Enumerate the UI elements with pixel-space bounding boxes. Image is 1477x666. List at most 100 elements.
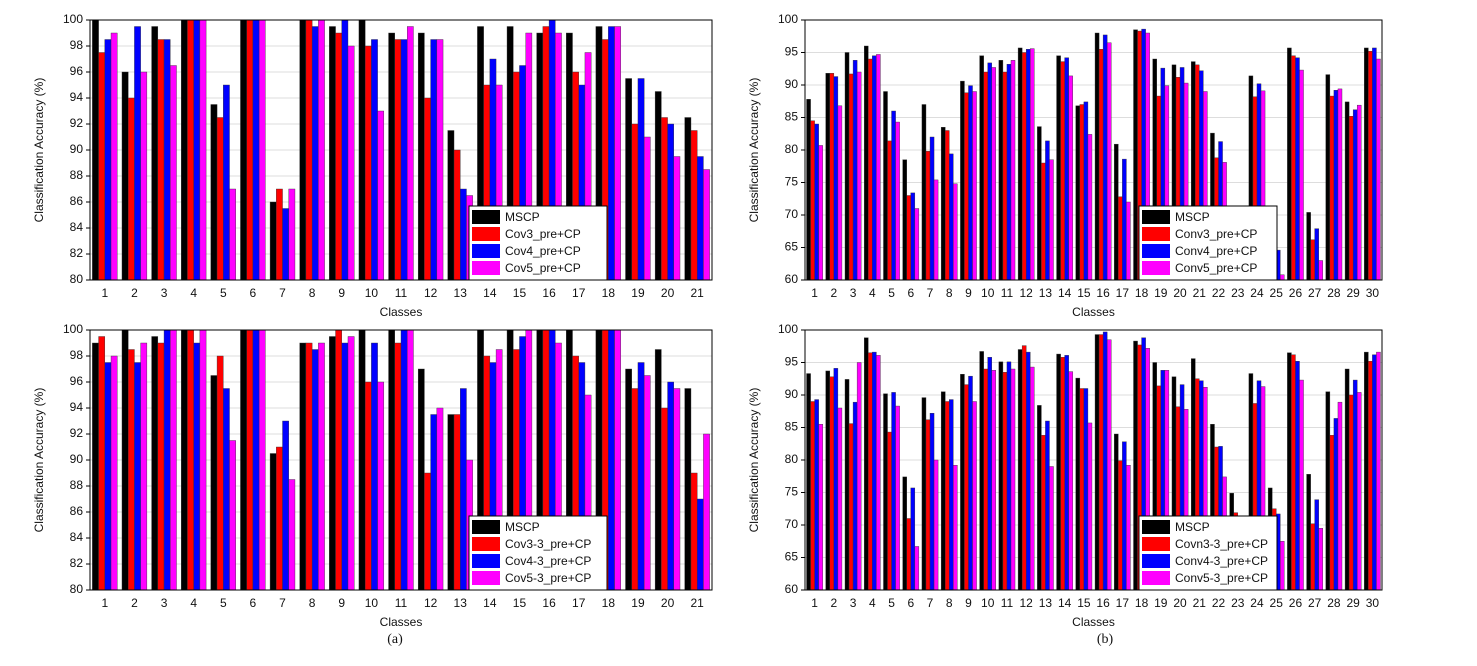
bar xyxy=(654,349,662,591)
bar xyxy=(151,26,159,281)
x-tick-label: 9 xyxy=(965,596,972,610)
plot-frame xyxy=(804,19,1383,281)
bar xyxy=(216,355,224,591)
x-tick-label: 8 xyxy=(946,596,953,610)
bar xyxy=(1310,523,1315,591)
bar xyxy=(98,336,106,591)
bar xyxy=(608,26,615,281)
x-axis-title: Classes xyxy=(1072,305,1115,319)
bar xyxy=(703,433,710,591)
bar xyxy=(1002,71,1008,281)
bar xyxy=(1068,75,1073,281)
bar xyxy=(887,140,892,281)
x-tick-label: 21 xyxy=(691,596,705,610)
bar xyxy=(945,130,950,281)
x-tick-label: 10 xyxy=(981,286,995,300)
caption: (a) xyxy=(387,632,403,647)
bar xyxy=(848,423,854,591)
bar xyxy=(953,183,958,281)
bar xyxy=(703,169,710,281)
bar xyxy=(193,342,201,591)
bar xyxy=(347,45,355,281)
y-tick-label: 98 xyxy=(70,38,84,52)
bar xyxy=(335,32,342,281)
bar xyxy=(299,19,307,281)
bar xyxy=(825,370,831,591)
bar xyxy=(1287,352,1292,591)
legend-label: Conv4-3_pre+CP xyxy=(1175,554,1268,568)
y-tick-label: 95 xyxy=(785,355,799,369)
bar xyxy=(128,349,135,591)
bar xyxy=(1299,379,1304,591)
bar xyxy=(1017,349,1023,591)
x-tick-label: 6 xyxy=(250,596,257,610)
bar xyxy=(921,104,927,281)
bar xyxy=(987,62,992,281)
bar xyxy=(1344,368,1350,591)
bar xyxy=(199,329,207,591)
plot-frame xyxy=(89,329,713,591)
bar xyxy=(388,329,395,591)
y-tick-label: 100 xyxy=(778,322,798,336)
bar xyxy=(1098,49,1104,281)
bar xyxy=(667,123,674,281)
x-tick-label: 10 xyxy=(981,596,995,610)
bar xyxy=(1006,63,1012,281)
bar xyxy=(914,208,920,281)
bar xyxy=(818,424,823,591)
bar xyxy=(400,39,408,281)
legend-swatch xyxy=(472,244,500,258)
bar xyxy=(1037,405,1042,591)
bar xyxy=(902,476,907,591)
bar xyxy=(964,92,969,281)
bar xyxy=(181,329,188,591)
y-tick-label: 90 xyxy=(785,77,799,91)
x-tick-label: 4 xyxy=(190,596,197,610)
bar xyxy=(229,440,236,591)
legend-label: MSCP xyxy=(1175,210,1210,224)
bar xyxy=(1060,357,1065,591)
bar xyxy=(1021,52,1027,281)
legend-label: Cov5_pre+CP xyxy=(505,261,581,275)
y-tick-label: 84 xyxy=(70,220,84,234)
x-tick-label: 19 xyxy=(631,596,645,610)
bar xyxy=(914,546,920,591)
plot-frame xyxy=(89,19,713,281)
bar xyxy=(1318,528,1323,591)
x-tick-label: 1 xyxy=(101,286,108,300)
bar xyxy=(1299,69,1304,281)
bar xyxy=(1025,49,1031,281)
caption: (b) xyxy=(1097,632,1114,647)
bar xyxy=(1372,47,1377,281)
x-tick-label: 13 xyxy=(454,286,468,300)
bar xyxy=(690,472,698,591)
y-tick-label: 80 xyxy=(70,582,84,596)
bar xyxy=(848,73,854,281)
bar xyxy=(98,52,106,281)
bar xyxy=(806,99,811,281)
bar xyxy=(1002,372,1008,591)
bar xyxy=(1045,140,1050,281)
x-tick-label: 17 xyxy=(1116,286,1130,300)
bar xyxy=(883,393,888,591)
bar xyxy=(864,337,869,591)
x-tick-label: 4 xyxy=(869,596,876,610)
bar xyxy=(968,375,973,591)
x-tick-label: 20 xyxy=(661,596,675,610)
x-tick-label: 5 xyxy=(220,596,227,610)
bar xyxy=(876,355,881,591)
bar xyxy=(417,32,425,281)
x-tick-label: 11 xyxy=(395,286,408,300)
bar xyxy=(614,329,621,591)
x-tick-label: 30 xyxy=(1366,286,1380,300)
y-tick-label: 75 xyxy=(785,175,799,189)
bar xyxy=(643,136,651,281)
legend-label: Cov3-3_pre+CP xyxy=(505,537,591,551)
bar xyxy=(983,71,988,281)
bar xyxy=(1318,260,1323,281)
bar xyxy=(187,329,194,591)
bar xyxy=(1094,32,1100,281)
bar xyxy=(329,26,336,281)
y-axis-title: Classification Accuracy (%) xyxy=(32,388,46,533)
bar xyxy=(1291,354,1296,591)
